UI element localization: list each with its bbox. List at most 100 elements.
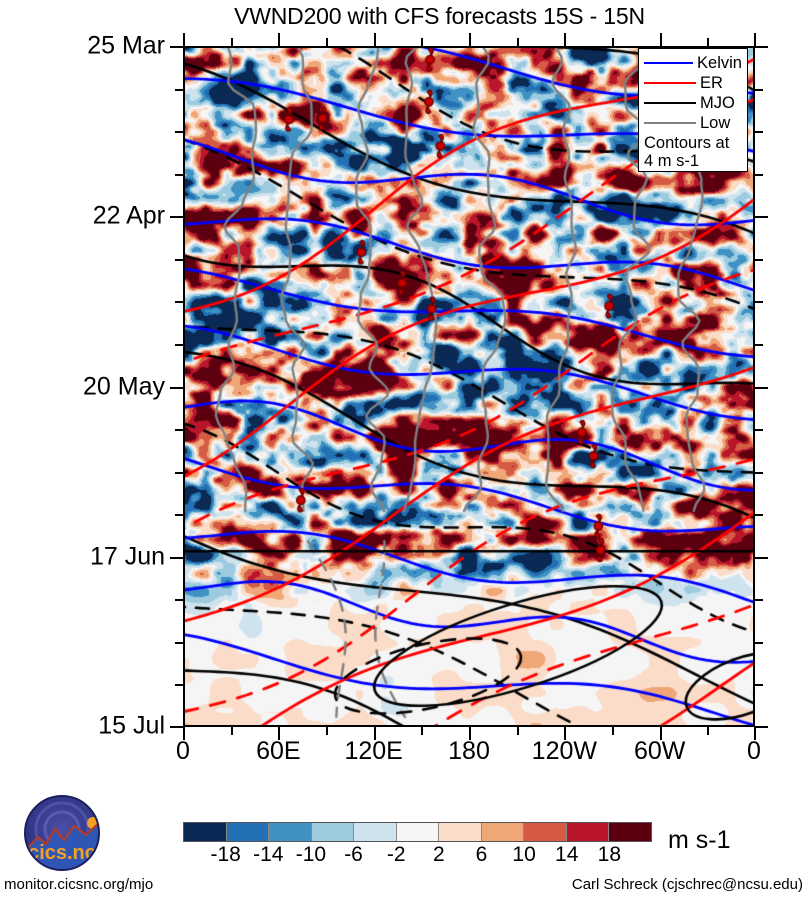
y-tick-major (170, 216, 183, 219)
y-tick-major (755, 386, 768, 389)
x-axis-label-5: 60W (633, 737, 686, 765)
y-tick-minor (175, 471, 183, 474)
colorbar-tick-8: 14 (555, 843, 579, 866)
y-tick-minor (175, 599, 183, 602)
x-tick-major (564, 727, 567, 740)
x-tick-minor (421, 38, 424, 46)
legend-note-line2: 4 m s-1 (644, 152, 700, 170)
legend-line-mjo (644, 102, 696, 104)
footer-site-url[interactable]: monitor.cicsnc.org/mjo (4, 876, 154, 893)
colorbar-swatch-7 (481, 823, 525, 841)
x-tick-minor (707, 727, 710, 735)
colorbar-swatch-3 (311, 823, 355, 841)
x-tick-minor (612, 38, 614, 46)
colorbar-tick-0: -18 (210, 843, 241, 866)
colorbar-tick-2: -10 (295, 843, 327, 866)
x-axis-label-3: 180 (448, 737, 490, 765)
footer-author: Carl Schreck (cjschrec@ncsu.edu) (571, 876, 803, 893)
y-tick-minor (175, 88, 183, 91)
colorbar (183, 822, 652, 842)
y-tick-minor (175, 131, 183, 134)
x-tick-major (469, 727, 471, 740)
legend-entry-low: Low (644, 113, 742, 133)
legend-note: Contours at 4 m s-1 (644, 134, 742, 170)
colorbar-swatch-8 (524, 823, 567, 841)
x-tick-minor (230, 727, 233, 735)
colorbar-tick-3: -6 (344, 843, 363, 866)
y-tick-minor (755, 88, 763, 91)
y-tick-minor (755, 599, 763, 602)
colorbar-swatch-1 (226, 823, 270, 841)
colorbar-swatch-5 (396, 823, 440, 841)
x-tick-major (373, 33, 376, 46)
y-axis-label-2: 20 May (83, 372, 165, 400)
page-title: VWND200 with CFS forecasts 15S - 15N (0, 3, 809, 30)
x-tick-major (754, 727, 756, 740)
y-tick-major (755, 556, 768, 559)
legend-entry-er: ER (644, 73, 742, 93)
colorbar-tick-4: -2 (386, 843, 406, 866)
x-tick-major (659, 33, 662, 46)
colorbar-swatch-9 (566, 823, 610, 841)
y-tick-minor (755, 514, 763, 517)
y-axis-label-4: 15 Jul (98, 711, 165, 740)
y-tick-minor (175, 258, 183, 261)
x-tick-major (564, 33, 567, 46)
y-tick-minor (755, 301, 763, 304)
x-tick-major (659, 727, 662, 740)
x-axis-label-6: 0 (747, 737, 761, 765)
y-tick-major (170, 46, 183, 48)
y-tick-major (755, 216, 768, 219)
colorbar-tick-1: -14 (253, 843, 284, 866)
y-tick-minor (755, 131, 763, 134)
y-tick-minor (175, 429, 183, 432)
legend-box: Kelvin ER MJO Low Contours at 4 m s-1 (638, 48, 748, 172)
x-tick-major (754, 33, 756, 46)
y-tick-minor (755, 258, 763, 261)
legend-label-low: Low (700, 114, 731, 132)
colorbar-tick-7: 10 (512, 843, 536, 866)
x-tick-minor (421, 727, 424, 735)
colorbar-swatch-0 (184, 823, 227, 841)
hovmoller-plot: 25 Mar 22 Apr 20 May 17 Jun 15 Jul 0 60E 120E 18… (83, 32, 768, 765)
y-tick-major (170, 386, 183, 389)
y-tick-minor (175, 301, 183, 304)
legend-label-er: ER (700, 74, 723, 92)
y-tick-minor (755, 684, 763, 687)
cics-nc-logo: cics.nc (24, 795, 100, 871)
y-tick-major (170, 726, 183, 728)
x-tick-major (183, 727, 185, 740)
x-axis-label-1: 60E (256, 737, 301, 765)
y-tick-minor (755, 173, 763, 176)
legend-entries: Kelvin ER MJO Low (644, 53, 742, 133)
legend-line-kelvin (644, 62, 694, 64)
y-tick-minor (755, 471, 763, 474)
page-title-text: VWND200 with CFS forecasts 15S - 15N (234, 3, 645, 29)
x-axis-label-2: 120E (344, 737, 403, 765)
y-tick-minor (755, 343, 763, 346)
colorbar-swatch-10 (609, 823, 652, 841)
y-tick-minor (175, 641, 183, 644)
legend-line-low (644, 122, 696, 124)
legend-note-line1: Contours at (644, 134, 730, 152)
x-tick-major (278, 727, 281, 740)
colorbar-swatch-4 (354, 823, 397, 841)
y-tick-major (755, 46, 768, 48)
x-tick-major (183, 33, 185, 46)
y-tick-minor (755, 429, 763, 432)
y-tick-minor (175, 684, 183, 687)
y-tick-minor (175, 514, 183, 517)
y-tick-major (170, 556, 183, 559)
x-tick-minor (516, 38, 519, 46)
y-tick-minor (175, 173, 183, 176)
y-tick-major (755, 726, 768, 728)
x-tick-major (469, 33, 471, 46)
x-tick-minor (707, 38, 710, 46)
legend-label-mjo: MJO (700, 94, 735, 112)
legend-line-er (644, 82, 696, 84)
y-axis-label-1: 22 Apr (92, 201, 165, 230)
y-axis-label-0: 25 Mar (87, 31, 165, 60)
colorbar-swatch-2 (269, 823, 312, 841)
x-axis-label-0: 0 (176, 737, 190, 765)
x-tick-major (278, 33, 281, 46)
